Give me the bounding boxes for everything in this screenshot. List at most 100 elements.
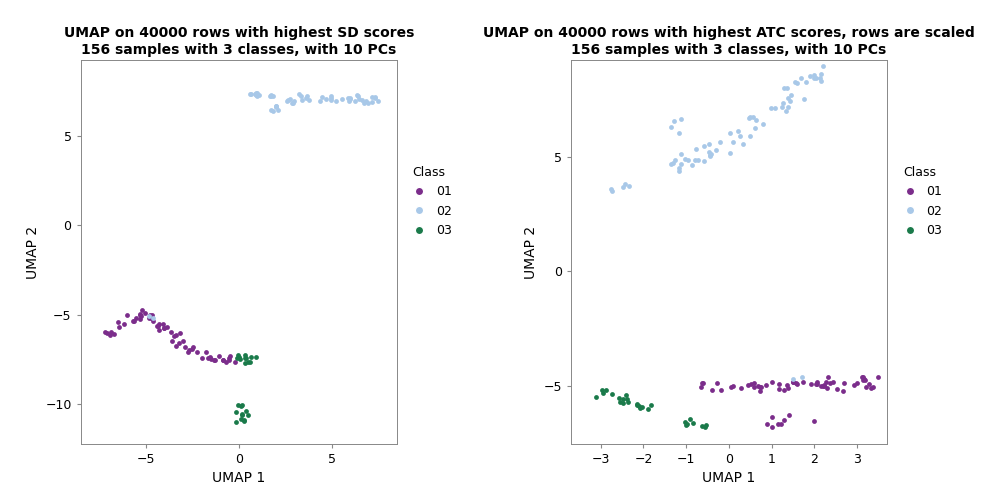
Point [126,317,142,325]
Point [319,95,335,103]
Point [735,140,751,148]
Point [815,62,832,70]
Point [238,407,254,415]
Point [789,79,805,87]
Point [151,320,167,328]
Point [816,381,833,389]
Point [143,314,159,322]
Point [263,91,279,99]
Point [785,378,801,386]
Point [286,97,302,105]
Point [667,156,683,164]
Point [603,185,619,194]
Point [753,383,769,391]
Point [140,314,156,322]
Point [229,408,245,416]
Point [798,78,814,86]
Point [792,74,808,82]
Point [779,84,795,92]
Point [183,345,200,353]
Point [709,379,725,387]
Point [280,96,296,104]
Point [764,413,780,421]
Point [293,92,309,100]
Point [230,351,246,359]
Point [604,186,620,195]
Point [128,313,144,322]
Point [207,356,223,364]
Point [617,180,633,188]
Title: UMAP on 40000 rows with highest SD scores
156 samples with 3 classes, with 10 PC: UMAP on 40000 rows with highest SD score… [64,26,414,56]
Point [99,329,115,337]
Point [248,91,264,99]
Point [119,310,135,319]
Point [180,346,197,354]
Point [356,99,372,107]
Point [222,351,238,359]
Point [188,348,205,356]
Point [215,356,231,364]
Point [270,106,286,114]
Point [783,91,799,99]
Point [742,112,758,120]
Point [666,117,682,125]
Point [631,402,647,410]
Point [314,93,331,101]
Point [805,417,822,425]
Point [364,98,380,106]
Point [780,103,796,111]
Point [243,353,259,361]
Point [347,97,363,105]
Point [742,132,758,140]
Point [722,130,738,138]
Point [750,382,766,390]
Point [619,395,635,403]
Point [829,385,845,393]
Point [248,353,264,361]
Point [846,381,862,389]
Point [684,419,701,427]
Point [687,145,704,153]
Point [698,421,714,429]
Point [796,95,812,103]
Point [766,104,782,112]
Point [268,102,284,110]
Point [677,421,694,429]
Point [763,423,779,431]
Point [599,386,615,394]
Point [237,350,253,358]
Point [759,420,775,428]
Point [730,127,746,135]
Point [144,311,160,319]
Title: UMAP on 40000 rows with highest ATC scores, rows are scaled
156 samples with 3 c: UMAP on 40000 rows with highest ATC scor… [483,26,975,56]
Legend: 01, 02, 03: 01, 02, 03 [893,162,946,241]
Point [232,354,248,362]
Point [594,386,610,394]
Point [663,160,679,168]
Point [284,99,300,107]
Point [703,150,719,158]
Point [132,312,148,320]
Point [855,376,871,384]
Point [722,149,738,157]
Point [106,330,122,338]
Point [785,375,801,384]
Point [747,124,763,132]
Point [143,313,159,321]
Point [662,123,678,131]
Point [629,401,645,409]
Point [861,380,877,388]
Point [670,163,686,171]
Point [817,378,834,386]
Point [836,380,852,388]
Point [741,113,757,121]
Point [349,91,365,99]
Point [740,381,756,389]
Point [690,156,707,164]
Point [218,358,234,366]
Point [290,90,306,98]
Point [151,327,167,335]
Point [248,89,264,97]
Point [230,401,246,409]
Point [242,358,258,366]
